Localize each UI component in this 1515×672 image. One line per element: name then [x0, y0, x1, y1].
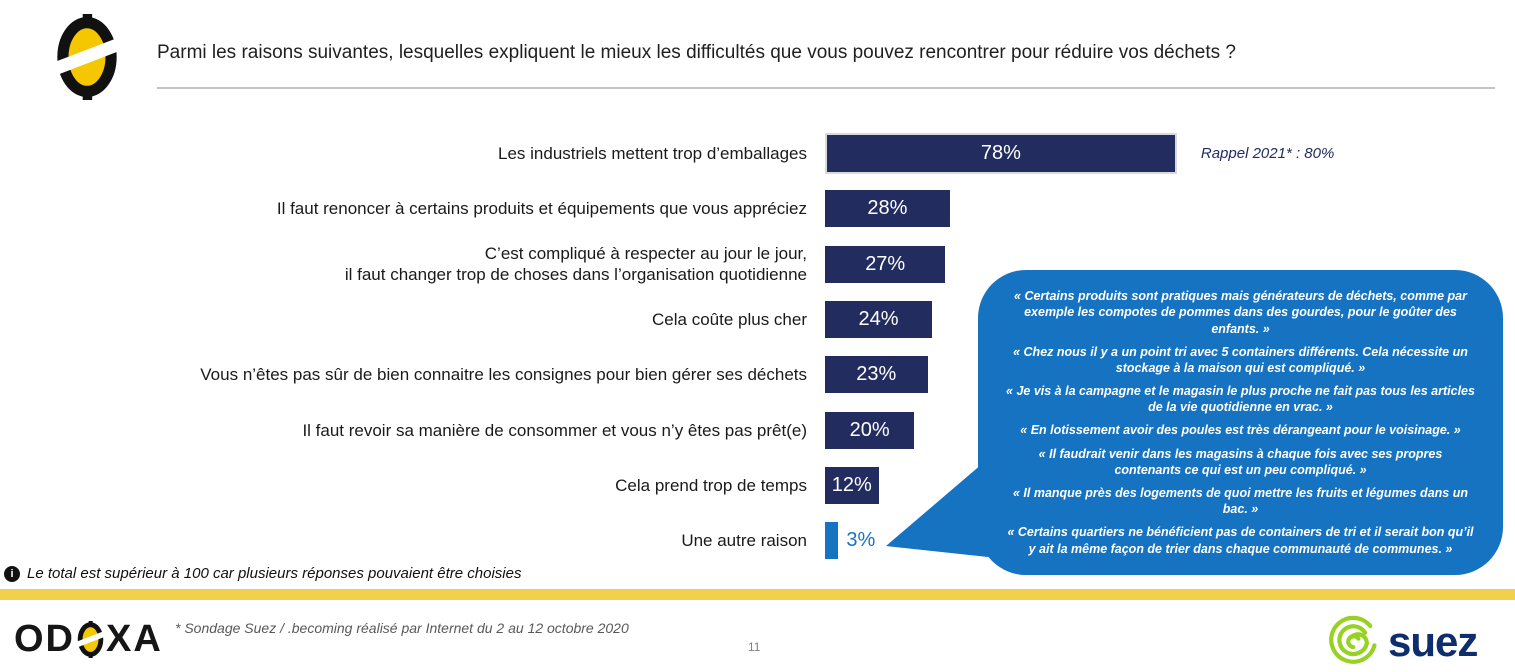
bar-value: 23% — [856, 363, 897, 386]
bar-value: 3% — [846, 529, 876, 552]
footnote: * Sondage Suez / .becoming réalisé par I… — [175, 620, 629, 636]
bar: 12% — [825, 466, 879, 504]
suez-logo: suez — [1328, 615, 1478, 669]
bar-row: Les industriels mettent trop d’emballage… — [0, 126, 1515, 181]
row-label: Cela prend trop de temps — [615, 475, 807, 495]
bar: 28% — [825, 190, 950, 228]
bar-row: C’est compliqué à respecter au jour le j… — [0, 237, 1515, 292]
bar-row: Une autre raison 3% — [0, 513, 1515, 568]
bar: 20% — [825, 411, 915, 449]
bar-wrap: 12% — [825, 466, 879, 504]
bar: 27% — [825, 245, 946, 283]
quote-item: « Je vis à la campagne et le magasin le … — [1006, 384, 1475, 415]
odoxa-logo: OD XA — [14, 620, 163, 658]
bar-wrap: 28% — [825, 190, 950, 228]
row-label: Il faut renoncer à certains produits et … — [276, 199, 807, 219]
suez-wordmark: suez — [1388, 618, 1478, 665]
odoxa-o-icon — [77, 620, 104, 658]
odoxa-letters-right: XA — [106, 618, 163, 660]
title-divider — [157, 87, 1495, 89]
row-label: Vous n’êtes pas sûr de bien connaitre le… — [200, 365, 807, 385]
bar-value: 27% — [865, 252, 906, 275]
row-label: Il faut revoir sa manière de consommer e… — [302, 420, 807, 440]
page-number: 11 — [748, 640, 761, 654]
quote-bubble: « Certains produits sont pratiques mais … — [978, 270, 1503, 575]
bar-row: Cela coûte plus cher 24% — [0, 292, 1515, 347]
bar: 24% — [825, 301, 933, 339]
bar-wrap: 23% — [825, 356, 928, 394]
bar-row: Cela prend trop de temps 12% — [0, 458, 1515, 513]
row-label: C’est compliqué à respecter au jour le j… — [344, 243, 807, 285]
bar-value: 12% — [831, 473, 872, 496]
info-icon: i — [4, 565, 20, 582]
bar-wrap: 20% — [825, 411, 915, 449]
bar-value: 78% — [980, 142, 1021, 165]
bar-value: 20% — [849, 418, 890, 441]
quote-item: « Certains produits sont pratiques mais … — [1014, 289, 1467, 336]
row-label: Cela coûte plus cher — [652, 309, 807, 329]
odoxa-mark-icon — [44, 14, 130, 105]
quote-item: « Il faudrait venir dans les magasins à … — [1038, 446, 1443, 477]
bar-value: 24% — [858, 308, 899, 331]
bar-wrap: 27% — [825, 245, 946, 283]
bar-chart: Les industriels mettent trop d’emballage… — [0, 126, 1515, 568]
bar-row: Vous n’êtes pas sûr de bien connaitre le… — [0, 347, 1515, 402]
quote-item: « En lotissement avoir des poules est tr… — [1020, 423, 1461, 438]
row-label: Une autre raison — [681, 531, 807, 551]
info-note: i Le total est supérieur à 100 car plusi… — [4, 565, 521, 582]
info-note-text: Le total est supérieur à 100 car plusieu… — [27, 565, 522, 582]
row-label: Les industriels mettent trop d’emballage… — [498, 144, 807, 164]
bar-wrap: 3% — [825, 522, 875, 560]
bar-value: 28% — [867, 197, 908, 220]
bar-wrap: 78% Rappel 2021* : 80% — [825, 133, 1335, 175]
page-title: Parmi les raisons suivantes, lesquelles … — [157, 42, 1237, 63]
suez-swirl-icon — [1329, 615, 1377, 664]
bar-row: Il faut revoir sa manière de consommer e… — [0, 402, 1515, 457]
bar: 78% — [825, 133, 1177, 175]
bar: 3% — [825, 522, 875, 560]
odoxa-letters-left: OD — [14, 618, 75, 660]
bar-wrap: 24% — [825, 301, 933, 339]
quote-item: « Il manque près des logements de quoi m… — [1013, 486, 1468, 517]
yellow-divider — [0, 589, 1515, 600]
bar: 23% — [825, 356, 928, 394]
quote-item: « Certains quartiers ne bénéficient pas … — [1007, 525, 1474, 556]
bar-row: Il faut renoncer à certains produits et … — [0, 181, 1515, 236]
quote-item: « Chez nous il y a un point tri avec 5 c… — [1013, 344, 1468, 375]
rappel-annotation: Rappel 2021* : 80% — [1200, 145, 1335, 163]
